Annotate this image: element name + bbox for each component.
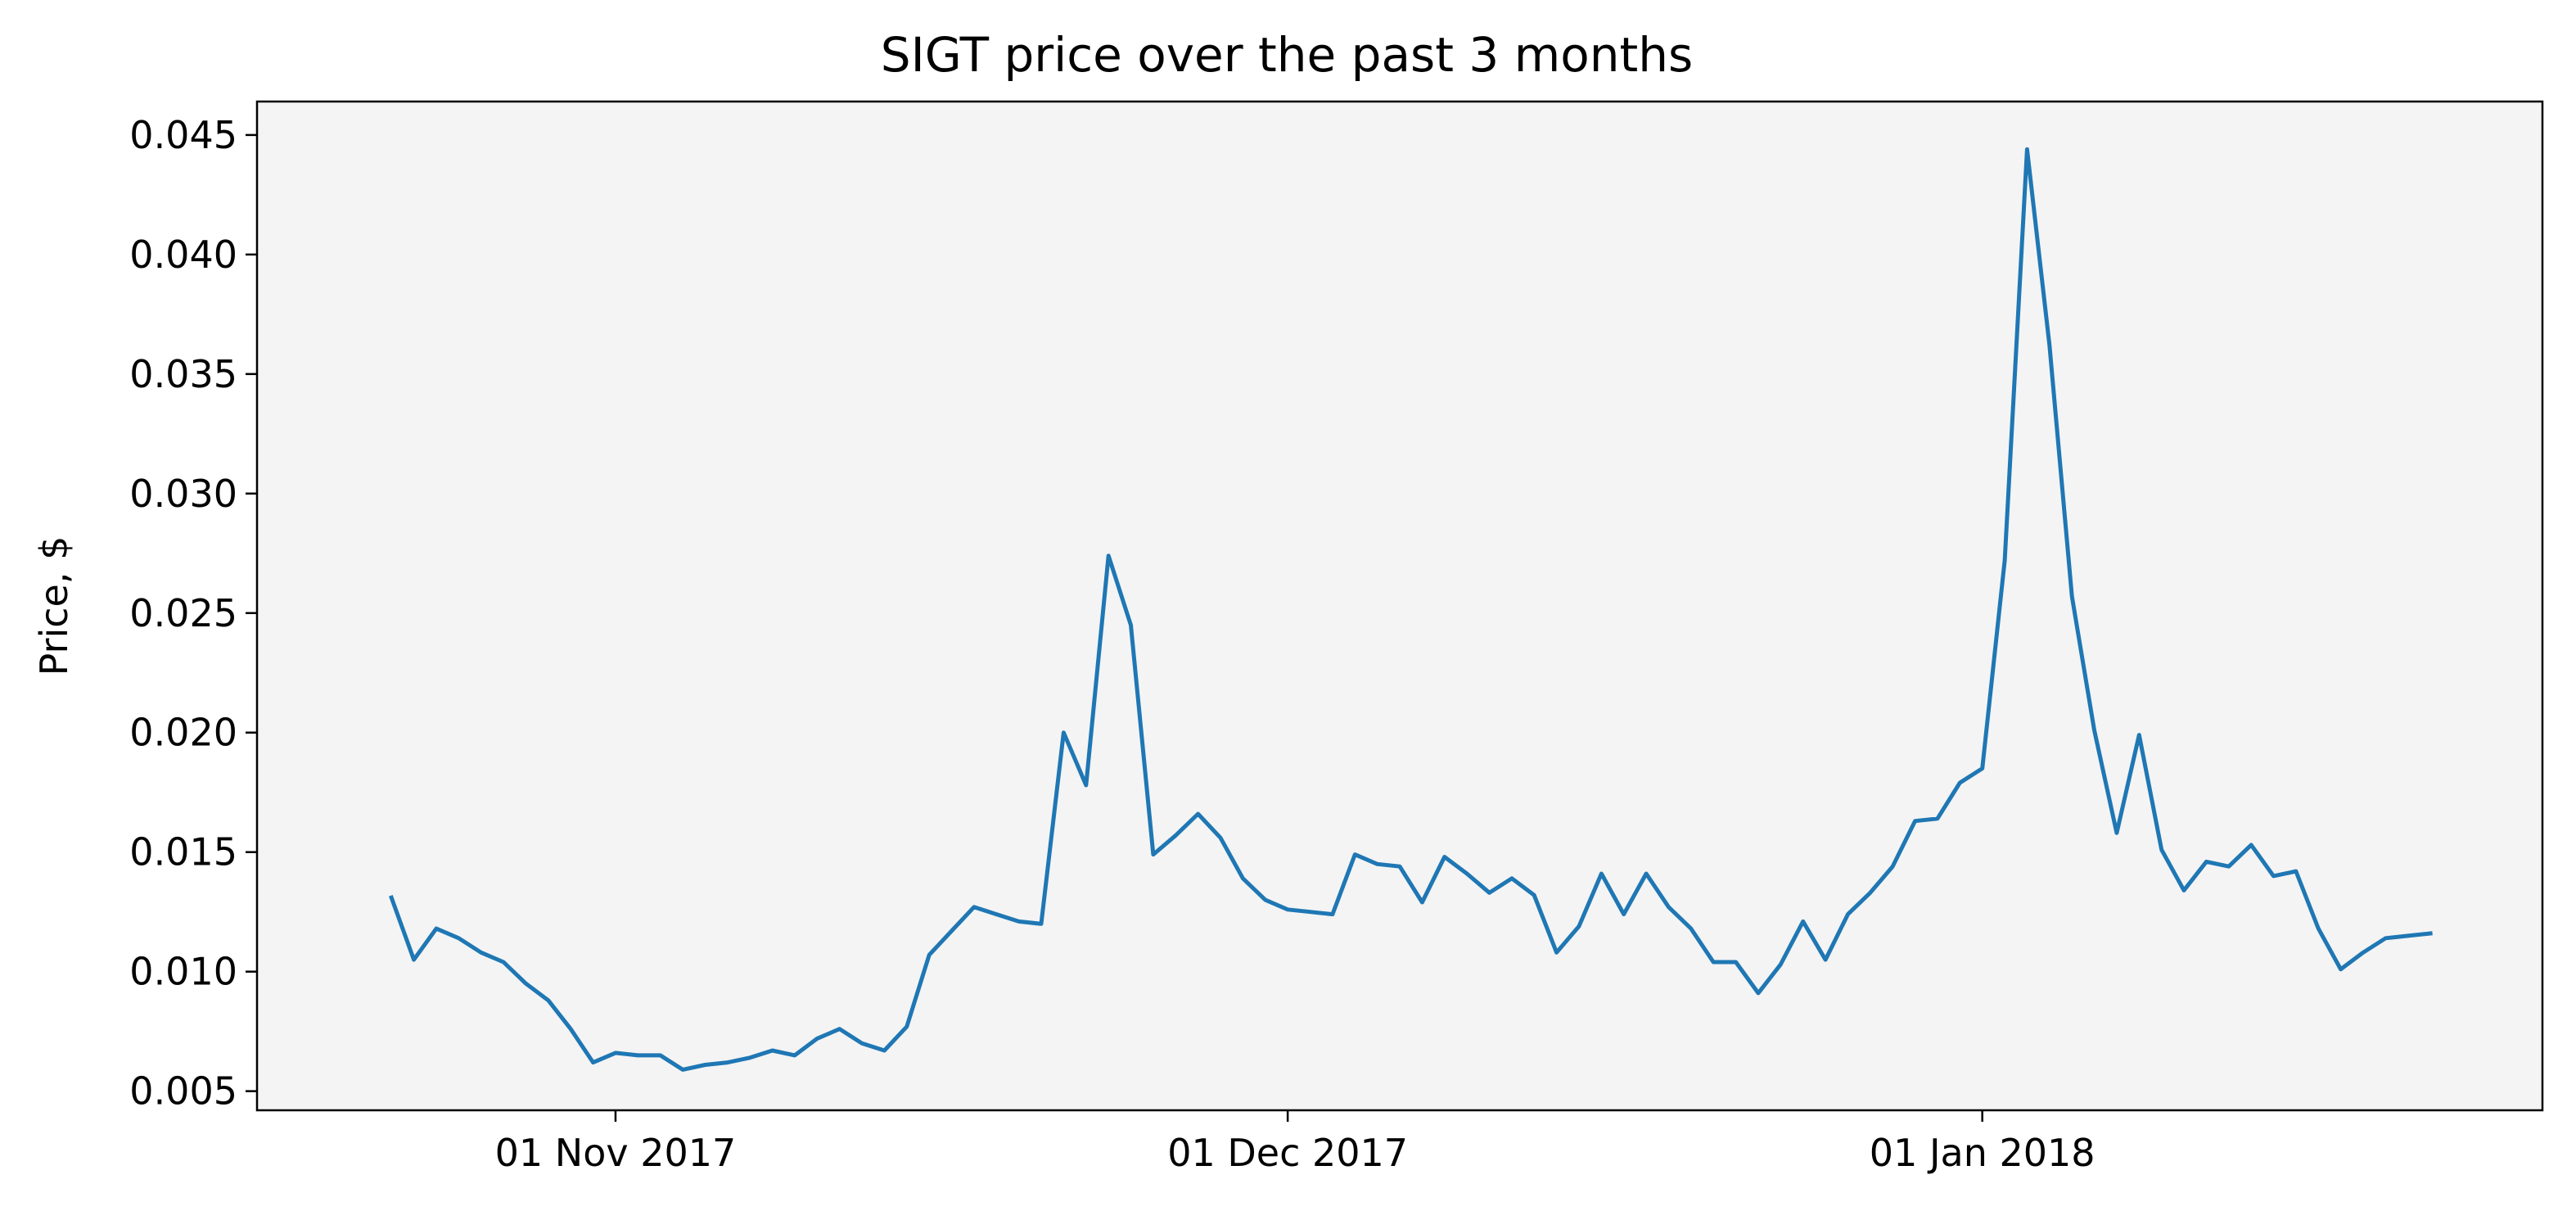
y-tick-label: 0.020 [129,711,237,755]
price-series-line [388,147,2433,1072]
plot-area [257,102,2542,1110]
x-axis-ticks: 01 Nov 2017 01 Dec 2017 01 Jan 2018 [495,1110,2096,1175]
y-tick-label: 0.045 [129,113,237,157]
plot-frame [255,100,2544,1112]
x-tick-label: 01 Dec 2017 [1167,1131,1408,1175]
y-tick-label: 0.030 [129,472,237,516]
x-tick-label: 01 Jan 2018 [1870,1131,2096,1175]
y-tick-label: 0.035 [129,352,237,396]
y-tick-label: 0.025 [129,591,237,635]
y-tick-label: 0.005 [129,1069,237,1114]
y-tick-label: 0.010 [129,950,237,994]
chart-title: SIGT price over the past 3 months [881,27,1693,83]
x-tick-label: 01 Nov 2017 [495,1131,737,1175]
y-axis-label: Price, $ [32,536,76,676]
y-tick-label: 0.040 [129,233,237,277]
y-axis-ticks: 0.005 0.010 0.015 0.020 0.025 0.030 0.035 0.040… [129,113,257,1114]
y-tick-label: 0.015 [129,830,237,874]
